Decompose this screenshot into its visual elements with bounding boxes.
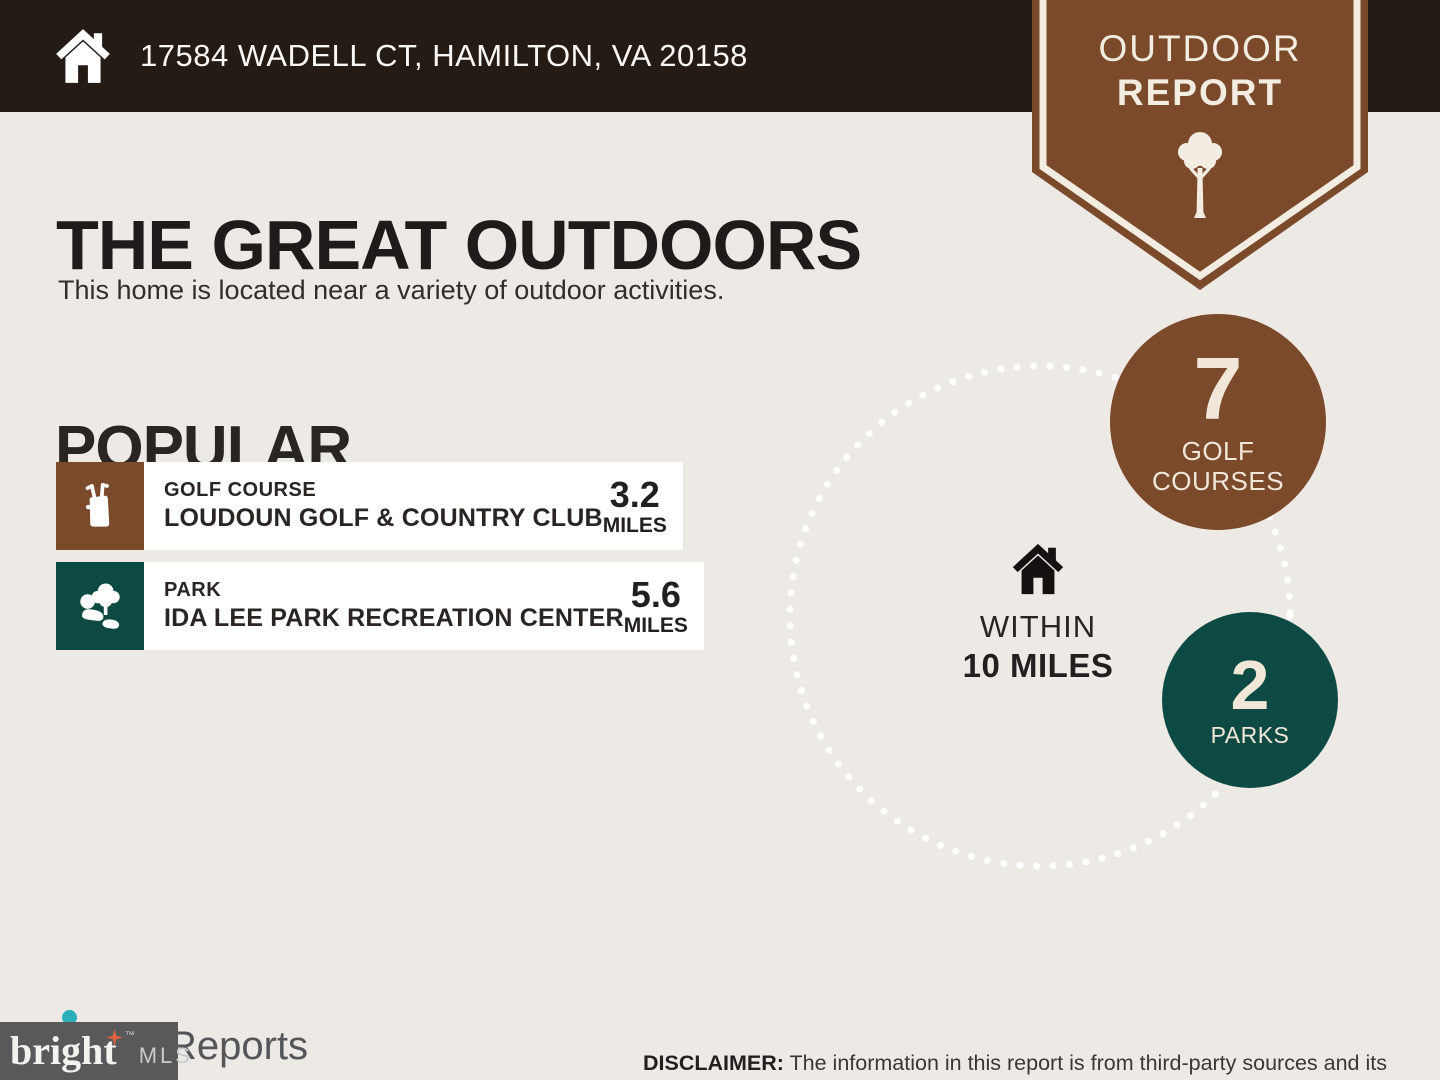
- disclaimer-body: The information in this report is from t…: [789, 1050, 1387, 1075]
- home-icon-small: [1012, 543, 1064, 595]
- poi-distance: 3.2 MILES: [602, 473, 667, 537]
- bright-mls-logo: bright ™ MLS: [0, 1022, 190, 1080]
- radius-dotted-circle: [786, 362, 1294, 870]
- poi-card: GOLF COURSE LOUDOUN GOLF & COUNTRY CLUB …: [144, 462, 683, 550]
- ribbon-title-line2: REPORT: [1116, 72, 1284, 113]
- star-icon: [105, 1029, 123, 1046]
- ribbon-title-line1: OUTDOOR: [1098, 28, 1302, 69]
- within-radius-label: WITHIN 10 MILES: [938, 540, 1138, 685]
- poi-distance: 5.6 MILES: [623, 573, 688, 637]
- poi-distance-value: 5.6: [630, 573, 681, 615]
- page-title: THE GREAT OUTDOORS: [56, 205, 862, 284]
- poi-name: LOUDOUN GOLF & COUNTRY CLUB: [164, 504, 603, 532]
- golf-courses-bubble: 7 GOLF COURSES: [1110, 314, 1326, 530]
- poi-card: PARK IDA LEE PARK RECREATION CENTER 5.6 …: [144, 562, 704, 650]
- property-address: 17584 WADELL CT, HAMILTON, VA 20158: [140, 38, 748, 73]
- within-label: WITHIN: [979, 609, 1097, 644]
- golf-label-line2: COURSES: [1151, 465, 1285, 496]
- golf-courses-count: 7: [1193, 339, 1243, 439]
- poi-distance-value: 3.2: [609, 473, 660, 515]
- golf-bag-icon: [56, 462, 144, 550]
- page-subtitle: This home is located near a variety of o…: [58, 275, 725, 305]
- trademark-symbol: ™: [124, 1030, 135, 1041]
- parks-label: PARKS: [1210, 722, 1290, 749]
- within-miles: 10 MILES: [962, 647, 1114, 684]
- partner-logo-dot: [62, 1010, 77, 1025]
- partner-logo-text: Reports: [168, 1024, 309, 1068]
- golf-label-line1: GOLF: [1181, 435, 1255, 466]
- mls-wordmark: MLS: [138, 1043, 193, 1068]
- poi-category: GOLF COURSE: [164, 479, 317, 501]
- parks-bubble: 2 PARKS: [1162, 612, 1338, 788]
- tree-icon: [1178, 132, 1222, 218]
- outdoor-report-badge: OUTDOOR REPORT: [1032, 0, 1368, 292]
- poi-name: IDA LEE PARK RECREATION CENTER: [164, 604, 624, 632]
- home-icon: [56, 29, 110, 83]
- bright-wordmark: bright: [10, 1029, 123, 1071]
- poi-category: PARK: [164, 579, 222, 601]
- parks-count: 2: [1230, 645, 1270, 724]
- poi-distance-unit: MILES: [623, 613, 688, 637]
- poi-row-golf-course: GOLF COURSE LOUDOUN GOLF & COUNTRY CLUB …: [56, 462, 683, 550]
- poi-distance-unit: MILES: [602, 513, 667, 537]
- disclaimer-text: DISCLAIMER: The information in this repo…: [643, 1048, 1403, 1080]
- park-icon: [56, 562, 144, 650]
- golf-courses-label: GOLF COURSES: [1151, 435, 1285, 497]
- disclaimer-label: DISCLAIMER:: [643, 1050, 784, 1075]
- poi-row-park: PARK IDA LEE PARK RECREATION CENTER 5.6 …: [56, 562, 704, 650]
